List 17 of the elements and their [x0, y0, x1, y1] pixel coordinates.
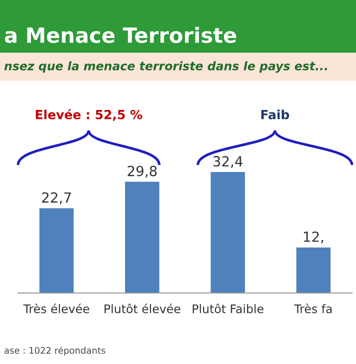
x-tick-label: Plutôt Faible: [192, 304, 264, 314]
text: Elevée : 52,5 %: [36, 109, 142, 121]
bar: [125, 182, 160, 293]
text: ase : 1022 répondants: [4, 346, 106, 356]
data-label: 29,8: [128, 166, 157, 178]
bar: [210, 172, 245, 293]
data-label: 22,7: [42, 192, 71, 204]
bar: [39, 208, 74, 293]
x-tick-label: Très élevée: [23, 304, 90, 314]
data-label: 32,4: [213, 156, 243, 168]
data-label: 12,: [304, 231, 324, 244]
x-tick-label: Plutôt élevée: [104, 304, 180, 314]
text: Faib: [261, 110, 290, 120]
chart-title: a Menace Terroriste: [4, 26, 236, 44]
chart-subtitle: nsez que la menace terroriste dans le pays est...: [4, 61, 328, 73]
x-tick-label: Très fa: [294, 304, 332, 314]
bar: [296, 247, 331, 293]
